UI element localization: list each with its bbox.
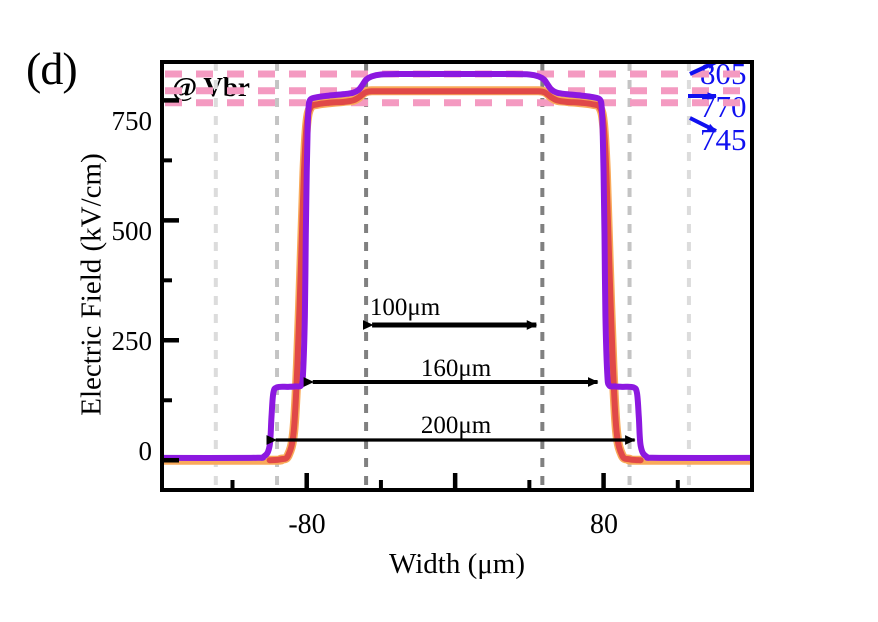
y-tick-label: 250 — [111, 326, 153, 356]
x-tick-label: 80 — [590, 509, 618, 540]
data-curves — [162, 70, 752, 465]
panel-label: (d) — [26, 43, 78, 94]
axis-ticks — [162, 98, 680, 490]
annotation-label-100um: 100μm — [369, 294, 441, 321]
purple-curve — [162, 70, 752, 461]
orange-curve — [162, 86, 752, 465]
annotation-label-200um: 200μm — [420, 412, 492, 439]
plot-frame — [160, 60, 754, 492]
y-tick-label: 500 — [111, 216, 153, 246]
x-axis-label: Width (μm) — [389, 548, 525, 580]
x-tick-label: -80 — [288, 509, 326, 540]
y-tick-label: 0 — [138, 436, 153, 466]
red-curve — [266, 88, 644, 464]
y-tick-label: 750 — [111, 106, 153, 136]
pointer-arrow-745 — [689, 116, 717, 133]
dimension-annotations — [266, 320, 636, 445]
